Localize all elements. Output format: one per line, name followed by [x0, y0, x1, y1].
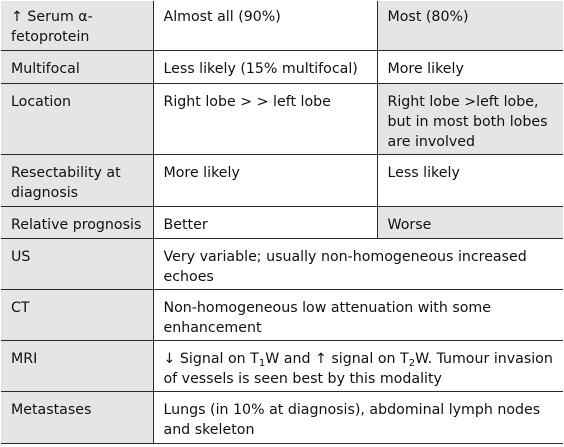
cell-col-b: Right lobe >left lobe, but in most both …: [376, 82, 563, 155]
mri-text-3: W. Tumour invasion of vessels is seen be…: [163, 350, 553, 387]
merged-cell: Very variable; usually non-homogeneous i…: [152, 237, 563, 290]
cell-col-a: Better: [152, 205, 378, 239]
table-row: Metastases Lungs (in 10% at diagnosis), …: [1, 390, 563, 444]
cell-col-a: Almost all (90%): [152, 1, 378, 51]
row-label: ↑ Serum α-fetoprotein: [1, 1, 154, 51]
row-label: Location: [1, 82, 154, 155]
cell-col-b: Less likely: [376, 153, 563, 207]
table-row: ↑ Serum α-fetoprotein Almost all (90%) M…: [1, 1, 563, 51]
cell-col-b: Worse: [376, 205, 563, 239]
row-label: Relative prognosis: [1, 205, 154, 239]
cell-col-a: Right lobe > > left lobe: [152, 82, 378, 155]
row-label: CT: [1, 288, 154, 341]
row-label: Metastases: [1, 390, 154, 444]
table-row: MRI ↓ Signal on T1W and ↑ signal on T2W.…: [1, 339, 563, 392]
table-row: Relative prognosis Better Worse: [1, 205, 563, 239]
row-label: Multifocal: [1, 49, 154, 84]
cell-col-a: Less likely (15% multifocal): [152, 49, 378, 84]
merged-cell: Lungs (in 10% at diagnosis), abdominal l…: [152, 390, 563, 444]
row-label: US: [1, 237, 154, 290]
merged-cell: Non-homogeneous low attenuation with som…: [152, 288, 563, 341]
mri-text-2: W and ↑ signal on T: [265, 350, 409, 367]
table-row: US Very variable; usually non-homogeneou…: [1, 237, 563, 290]
subscript-1: 1: [258, 357, 266, 369]
row-label: MRI: [1, 339, 154, 392]
cell-col-a: More likely: [152, 153, 378, 207]
row-label: Resectability at diagnosis: [1, 153, 154, 207]
subscript-2: 2: [408, 357, 416, 369]
merged-cell: ↓ Signal on T1W and ↑ signal on T2W. Tum…: [152, 339, 563, 392]
table-row: Resectability at diagnosis More likely L…: [1, 153, 563, 207]
cell-col-b: Most (80%): [376, 1, 563, 51]
table-row: Location Right lobe > > left lobe Right …: [1, 82, 563, 155]
table-row: Multifocal Less likely (15% multifocal) …: [1, 49, 563, 84]
table-row: CT Non-homogeneous low attenuation with …: [1, 288, 563, 341]
mri-text-1: ↓ Signal on T: [163, 350, 259, 367]
cell-col-b: More likely: [376, 49, 563, 84]
